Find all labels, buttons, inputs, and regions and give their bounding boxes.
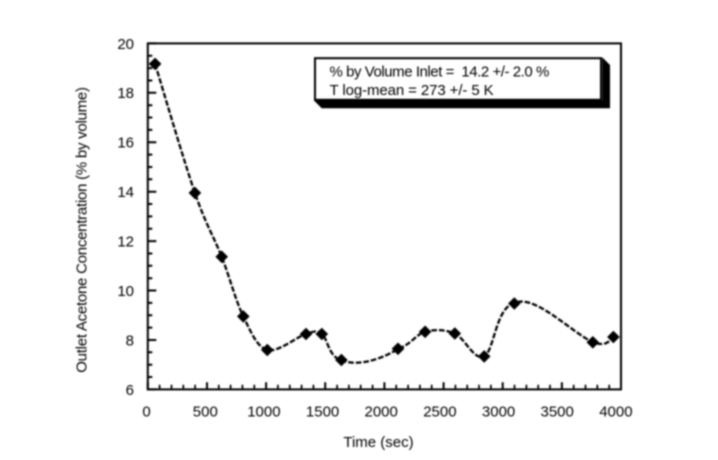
- svg-text:500: 500: [193, 403, 218, 420]
- svg-text:16: 16: [117, 135, 134, 152]
- svg-text:6: 6: [126, 382, 134, 399]
- svg-text:4000: 4000: [599, 403, 632, 420]
- svg-text:18: 18: [117, 85, 134, 102]
- svg-text:Outlet Acetone Concentration (: Outlet Acetone Concentration (% by volum…: [74, 87, 91, 373]
- svg-text:T log-mean = 273 +/- 5 K: T log-mean = 273 +/- 5 K: [330, 82, 494, 99]
- svg-text:2500: 2500: [423, 403, 456, 420]
- svg-text:3500: 3500: [541, 403, 574, 420]
- svg-text:14: 14: [117, 184, 134, 201]
- svg-text:20: 20: [117, 36, 134, 53]
- svg-text:1000: 1000: [247, 403, 280, 420]
- svg-text:0: 0: [142, 403, 150, 420]
- svg-text:% by Volume Inlet = 14.2 +/-: % by Volume Inlet = 14.2 +/- 2.0 %: [330, 64, 549, 81]
- svg-text:10: 10: [117, 283, 134, 300]
- svg-text:Time (sec): Time (sec): [343, 434, 413, 451]
- svg-text:12: 12: [117, 234, 134, 251]
- svg-text:8: 8: [126, 332, 134, 349]
- svg-text:1500: 1500: [306, 403, 339, 420]
- svg-text:2000: 2000: [365, 403, 398, 420]
- svg-text:3000: 3000: [482, 403, 515, 420]
